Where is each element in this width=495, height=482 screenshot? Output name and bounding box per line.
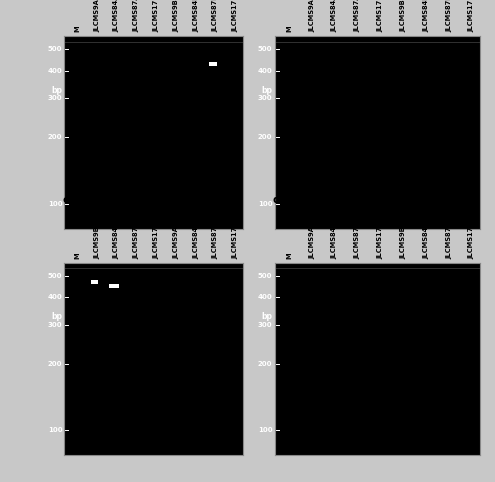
Text: JLCMS9B: JLCMS9B bbox=[94, 226, 100, 259]
Text: JLCMS87A: JLCMS87A bbox=[354, 221, 361, 259]
Text: 100: 100 bbox=[48, 201, 62, 207]
Text: JLCMS9A: JLCMS9A bbox=[173, 226, 179, 259]
Text: 400: 400 bbox=[48, 295, 62, 300]
Text: 500: 500 bbox=[48, 46, 62, 53]
Text: JLCMS9B: JLCMS9B bbox=[173, 0, 179, 32]
Text: JLCMS84B: JLCMS84B bbox=[423, 0, 429, 32]
Text: JLCMS84A: JLCMS84A bbox=[332, 0, 338, 32]
Text: JLCMS87A: JLCMS87A bbox=[354, 0, 361, 32]
Text: 300: 300 bbox=[258, 322, 272, 328]
Text: 200: 200 bbox=[258, 134, 272, 140]
Text: JLCMS9A: JLCMS9A bbox=[309, 0, 315, 32]
Text: 500: 500 bbox=[258, 46, 272, 53]
Text: JLCMS171B: JLCMS171B bbox=[469, 0, 475, 32]
Text: JLCMS84B: JLCMS84B bbox=[423, 222, 429, 259]
Text: M: M bbox=[286, 26, 292, 32]
Text: c: c bbox=[62, 195, 69, 205]
Text: M: M bbox=[74, 252, 80, 259]
Text: 100: 100 bbox=[258, 201, 272, 207]
Text: bp: bp bbox=[51, 312, 62, 321]
Text: JLCMS87B: JLCMS87B bbox=[446, 222, 452, 259]
Bar bbox=[91, 281, 98, 284]
Text: 300: 300 bbox=[48, 322, 62, 328]
Bar bbox=[209, 62, 217, 66]
Text: bp: bp bbox=[261, 86, 272, 94]
Text: JLCMS84A: JLCMS84A bbox=[332, 221, 338, 259]
Text: M: M bbox=[286, 252, 292, 259]
Text: JLCMS171A: JLCMS171A bbox=[233, 217, 239, 259]
Text: JLCMS84A: JLCMS84A bbox=[193, 221, 199, 259]
Text: 300: 300 bbox=[48, 95, 62, 101]
Text: JLCMS171A: JLCMS171A bbox=[377, 217, 384, 259]
Text: JLCMS9B: JLCMS9B bbox=[400, 226, 406, 259]
Text: JLCMS84B: JLCMS84B bbox=[193, 0, 199, 32]
Text: 100: 100 bbox=[48, 427, 62, 433]
Text: 300: 300 bbox=[258, 95, 272, 101]
Text: JLCMS84A: JLCMS84A bbox=[114, 0, 120, 32]
Text: JLCMS87B: JLCMS87B bbox=[446, 0, 452, 32]
Text: 500: 500 bbox=[48, 273, 62, 279]
Text: JLCMS9A: JLCMS9A bbox=[94, 0, 100, 32]
Text: JLCMS87A: JLCMS87A bbox=[213, 221, 219, 259]
Text: JLCMS171A: JLCMS171A bbox=[153, 0, 159, 32]
Text: 200: 200 bbox=[48, 134, 62, 140]
Text: JLCMS171B: JLCMS171B bbox=[469, 217, 475, 259]
Text: JLCMS171B: JLCMS171B bbox=[233, 0, 239, 32]
Bar bbox=[109, 284, 119, 288]
Text: JLCMS171B: JLCMS171B bbox=[153, 217, 159, 259]
Text: 200: 200 bbox=[258, 361, 272, 367]
Text: 400: 400 bbox=[258, 68, 272, 74]
Text: JLCMS87B: JLCMS87B bbox=[134, 222, 140, 259]
Text: 200: 200 bbox=[48, 361, 62, 367]
Text: JLCMS87B: JLCMS87B bbox=[213, 0, 219, 32]
Text: JLCMS9A: JLCMS9A bbox=[309, 226, 315, 259]
Text: M: M bbox=[74, 26, 80, 32]
Text: 500: 500 bbox=[258, 273, 272, 279]
Text: JLCMS87A: JLCMS87A bbox=[134, 0, 140, 32]
Text: 400: 400 bbox=[48, 68, 62, 74]
Text: 100: 100 bbox=[258, 427, 272, 433]
Text: bp: bp bbox=[51, 86, 62, 94]
Text: JLCMS171A: JLCMS171A bbox=[377, 0, 384, 32]
Text: 400: 400 bbox=[258, 295, 272, 300]
Text: d: d bbox=[272, 195, 280, 205]
Text: JLCMS84B: JLCMS84B bbox=[114, 222, 120, 259]
Text: JLCMS9B: JLCMS9B bbox=[400, 0, 406, 32]
Text: bp: bp bbox=[261, 312, 272, 321]
